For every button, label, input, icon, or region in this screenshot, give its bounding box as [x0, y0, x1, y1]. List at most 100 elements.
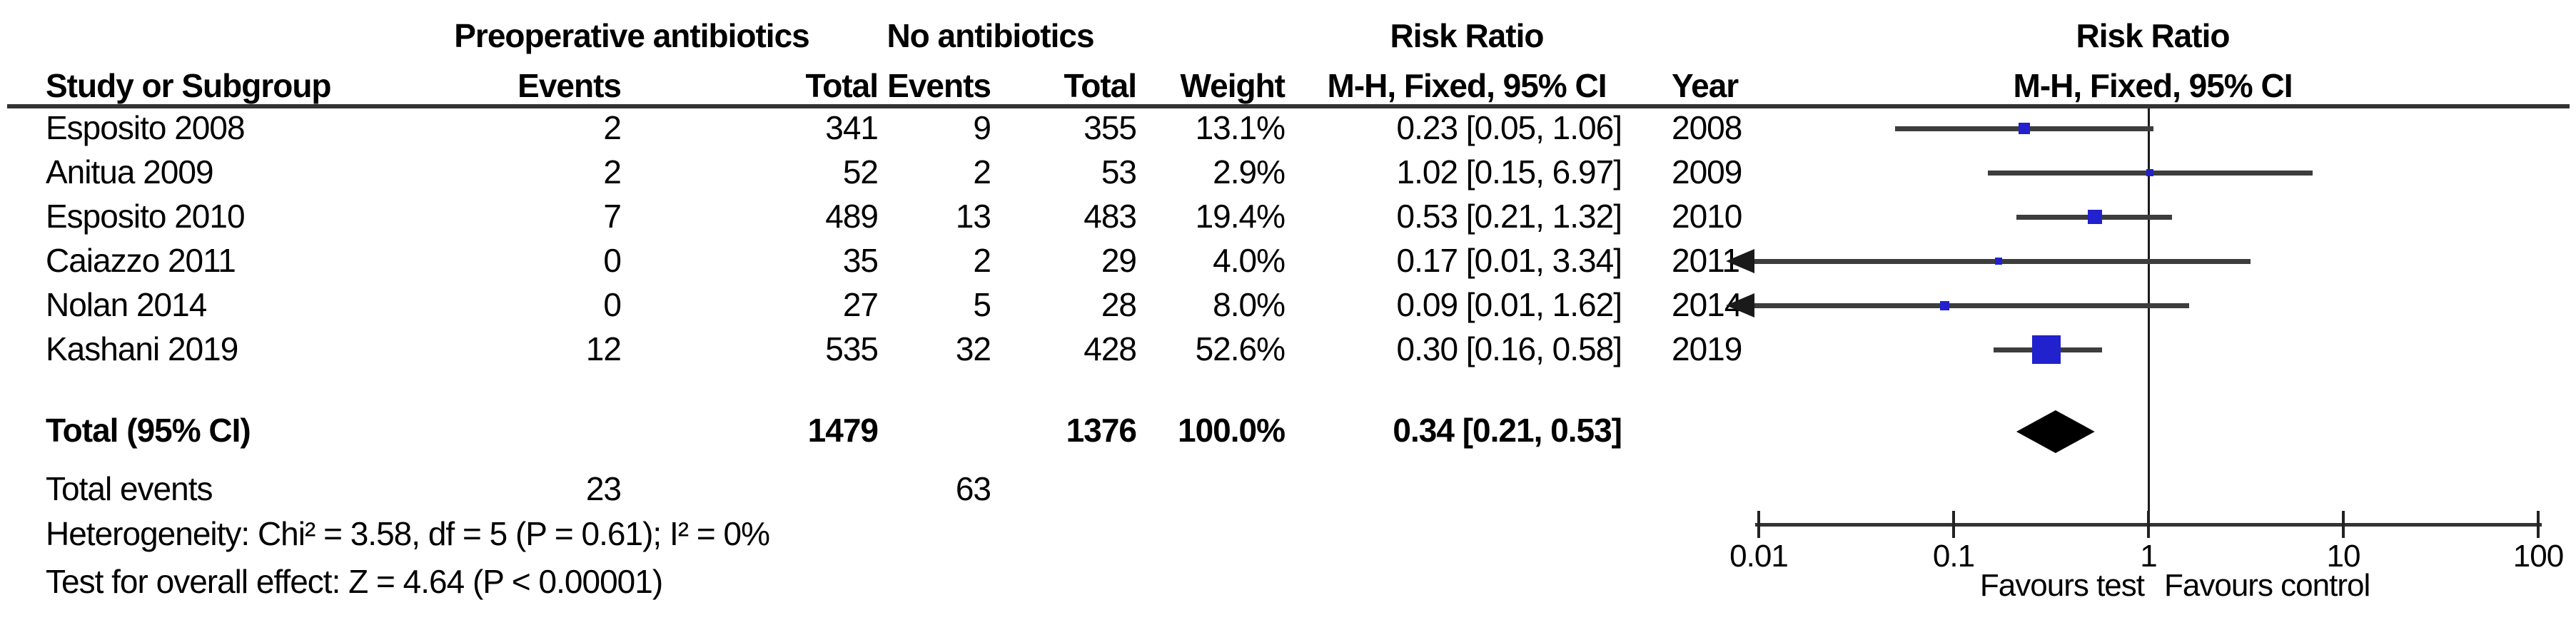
ci-cell: 0.09 [0.01, 1.62] [1396, 286, 1623, 323]
table-row: Esposito 2008 2 341 9 355 13.1% 0.23 [0.… [0, 109, 2576, 152]
group1-header: Preoperative antibiotics [454, 17, 810, 54]
col-header-study: Study or Subgroup [46, 67, 332, 104]
weight-cell: 4.0% [1213, 242, 1286, 279]
axis-tick [2537, 511, 2540, 538]
ci-cell: 0.53 [0.21, 1.32] [1396, 198, 1623, 235]
total-ctrl-cell: 483 [1084, 198, 1137, 235]
axis-tick [2342, 511, 2345, 538]
weight-cell: 13.1% [1195, 109, 1286, 146]
axis-tick-label: 100 [2512, 539, 2564, 574]
axis-tick [2147, 511, 2150, 538]
effect-square [2032, 335, 2061, 364]
effect-square [2146, 169, 2154, 176]
total-ctrl-cell: 29 [1101, 242, 1137, 279]
events-ctrl-cell: 2 [973, 242, 991, 279]
axis-tick-label: 0.01 [1729, 539, 1789, 574]
year-cell: 2009 [1672, 153, 1742, 190]
total-ctrl-sum: 1376 [1066, 412, 1137, 449]
weight-cell: 8.0% [1213, 286, 1286, 323]
weight-cell: 52.6% [1195, 330, 1286, 367]
ci-arrow-left [1726, 293, 1754, 317]
total-ctrl-cell: 53 [1101, 153, 1137, 190]
ci-cell: 1.02 [0.15, 6.97] [1396, 153, 1623, 190]
total-treat-cell: 52 [842, 153, 879, 190]
favours-left-label: Favours test [1979, 568, 2145, 603]
ci-arrow-left [1726, 249, 1754, 273]
events-ctrl-cell: 13 [955, 198, 991, 235]
col-header-total-ctrl: Total [1064, 67, 1137, 104]
col-header-events-ctrl: Events [887, 67, 991, 104]
total-treat-cell: 27 [842, 286, 879, 323]
total-events-label: Total events [46, 470, 213, 507]
total-treat-cell: 35 [842, 242, 879, 279]
overall-effect-note: Test for overall effect: Z = 4.64 (P < 0… [46, 563, 663, 600]
events-ctrl-cell: 32 [955, 330, 991, 367]
study-label: Esposito 2008 [46, 109, 246, 146]
weight-cell: 2.9% [1213, 153, 1286, 190]
study-label: Esposito 2010 [46, 198, 246, 235]
total-label: Total (95% CI) [46, 412, 251, 449]
col-header-year: Year [1672, 67, 1739, 104]
col-header-total-treat: Total [805, 67, 879, 104]
ci-cell: 0.17 [0.01, 3.34] [1396, 242, 1623, 279]
table-row: Nolan 2014 0 27 5 28 8.0% 0.09 [0.01, 1.… [0, 286, 2576, 329]
plot-subtitle: M-H, Fixed, 95% CI [2013, 67, 2293, 104]
events-treat-cell: 0 [603, 242, 622, 279]
events-treat-cell: 2 [603, 153, 622, 190]
plot-title: Risk Ratio [2076, 17, 2231, 54]
weight-cell: 19.4% [1195, 198, 1286, 235]
study-label: Anitua 2009 [46, 153, 214, 190]
study-label: Caiazzo 2011 [46, 242, 236, 279]
axis-tick-label: 0.1 [1932, 539, 1975, 574]
events-treat-cell: 12 [585, 330, 622, 367]
total-treat-cell: 489 [825, 198, 879, 235]
events-treat-cell: 0 [603, 286, 622, 323]
total-events-row: Total events 23 63 [0, 470, 2576, 513]
ci-line [1753, 303, 2190, 308]
events-treat-cell: 2 [603, 109, 622, 146]
year-cell: 2019 [1672, 330, 1742, 367]
study-label: Kashani 2019 [46, 330, 238, 367]
events-treat-cell: 7 [603, 198, 622, 235]
favours-right-label: Favours control [2164, 568, 2370, 603]
total-treat-cell: 535 [825, 330, 879, 367]
total-weight: 100.0% [1177, 412, 1286, 449]
header-rule [7, 104, 2570, 108]
total-ci: 0.34 [0.21, 0.53] [1393, 412, 1622, 449]
effect-square [1940, 300, 1949, 310]
total-events-ctrl: 63 [955, 470, 991, 507]
table-row: Anitua 2009 2 52 2 53 2.9% 1.02 [0.15, 6… [0, 153, 2576, 196]
table-row: Kashani 2019 12 535 32 428 52.6% 0.30 [0… [0, 330, 2576, 373]
effect-square [2018, 123, 2030, 134]
total-ctrl-cell: 28 [1101, 286, 1137, 323]
col-header-mh-ci: M-H, Fixed, 95% CI [1327, 67, 1607, 104]
ci-cell: 0.23 [0.05, 1.06] [1396, 109, 1623, 146]
effect-square [1994, 258, 2002, 265]
study-label: Nolan 2014 [46, 286, 207, 323]
events-ctrl-cell: 9 [973, 109, 991, 146]
col-header-weight: Weight [1180, 67, 1286, 104]
col-header-events-treat: Events [517, 67, 622, 104]
year-cell: 2008 [1672, 109, 1742, 146]
group2-header: No antibiotics [887, 17, 1094, 54]
events-ctrl-cell: 5 [973, 286, 991, 323]
heterogeneity-note: Heterogeneity: Chi² = 3.58, df = 5 (P = … [46, 515, 770, 552]
total-treat-cell: 341 [825, 109, 879, 146]
axis-tick [1952, 511, 1955, 538]
ci-cell: 0.30 [0.16, 0.58] [1396, 330, 1623, 367]
total-treat-sum: 1479 [807, 412, 879, 449]
effect-square [2087, 210, 2102, 224]
table-row: Esposito 2010 7 489 13 483 19.4% 0.53 [0… [0, 198, 2576, 240]
total-events-treat: 23 [585, 470, 622, 507]
events-ctrl-cell: 2 [973, 153, 991, 190]
axis-tick [1757, 511, 1760, 538]
year-cell: 2010 [1672, 198, 1742, 235]
table-row: Caiazzo 2011 0 35 2 29 4.0% 0.17 [0.01, … [0, 242, 2576, 285]
total-ctrl-cell: 428 [1084, 330, 1137, 367]
reference-line [2147, 108, 2150, 524]
axis-tick-label: 1 [2140, 539, 2157, 574]
risk-ratio-column-title: Risk Ratio [1390, 17, 1545, 54]
axis-tick-label: 10 [2326, 539, 2361, 574]
total-row: Total (95% CI) 1479 1376 100.0% 0.34 [0.… [0, 412, 2576, 454]
